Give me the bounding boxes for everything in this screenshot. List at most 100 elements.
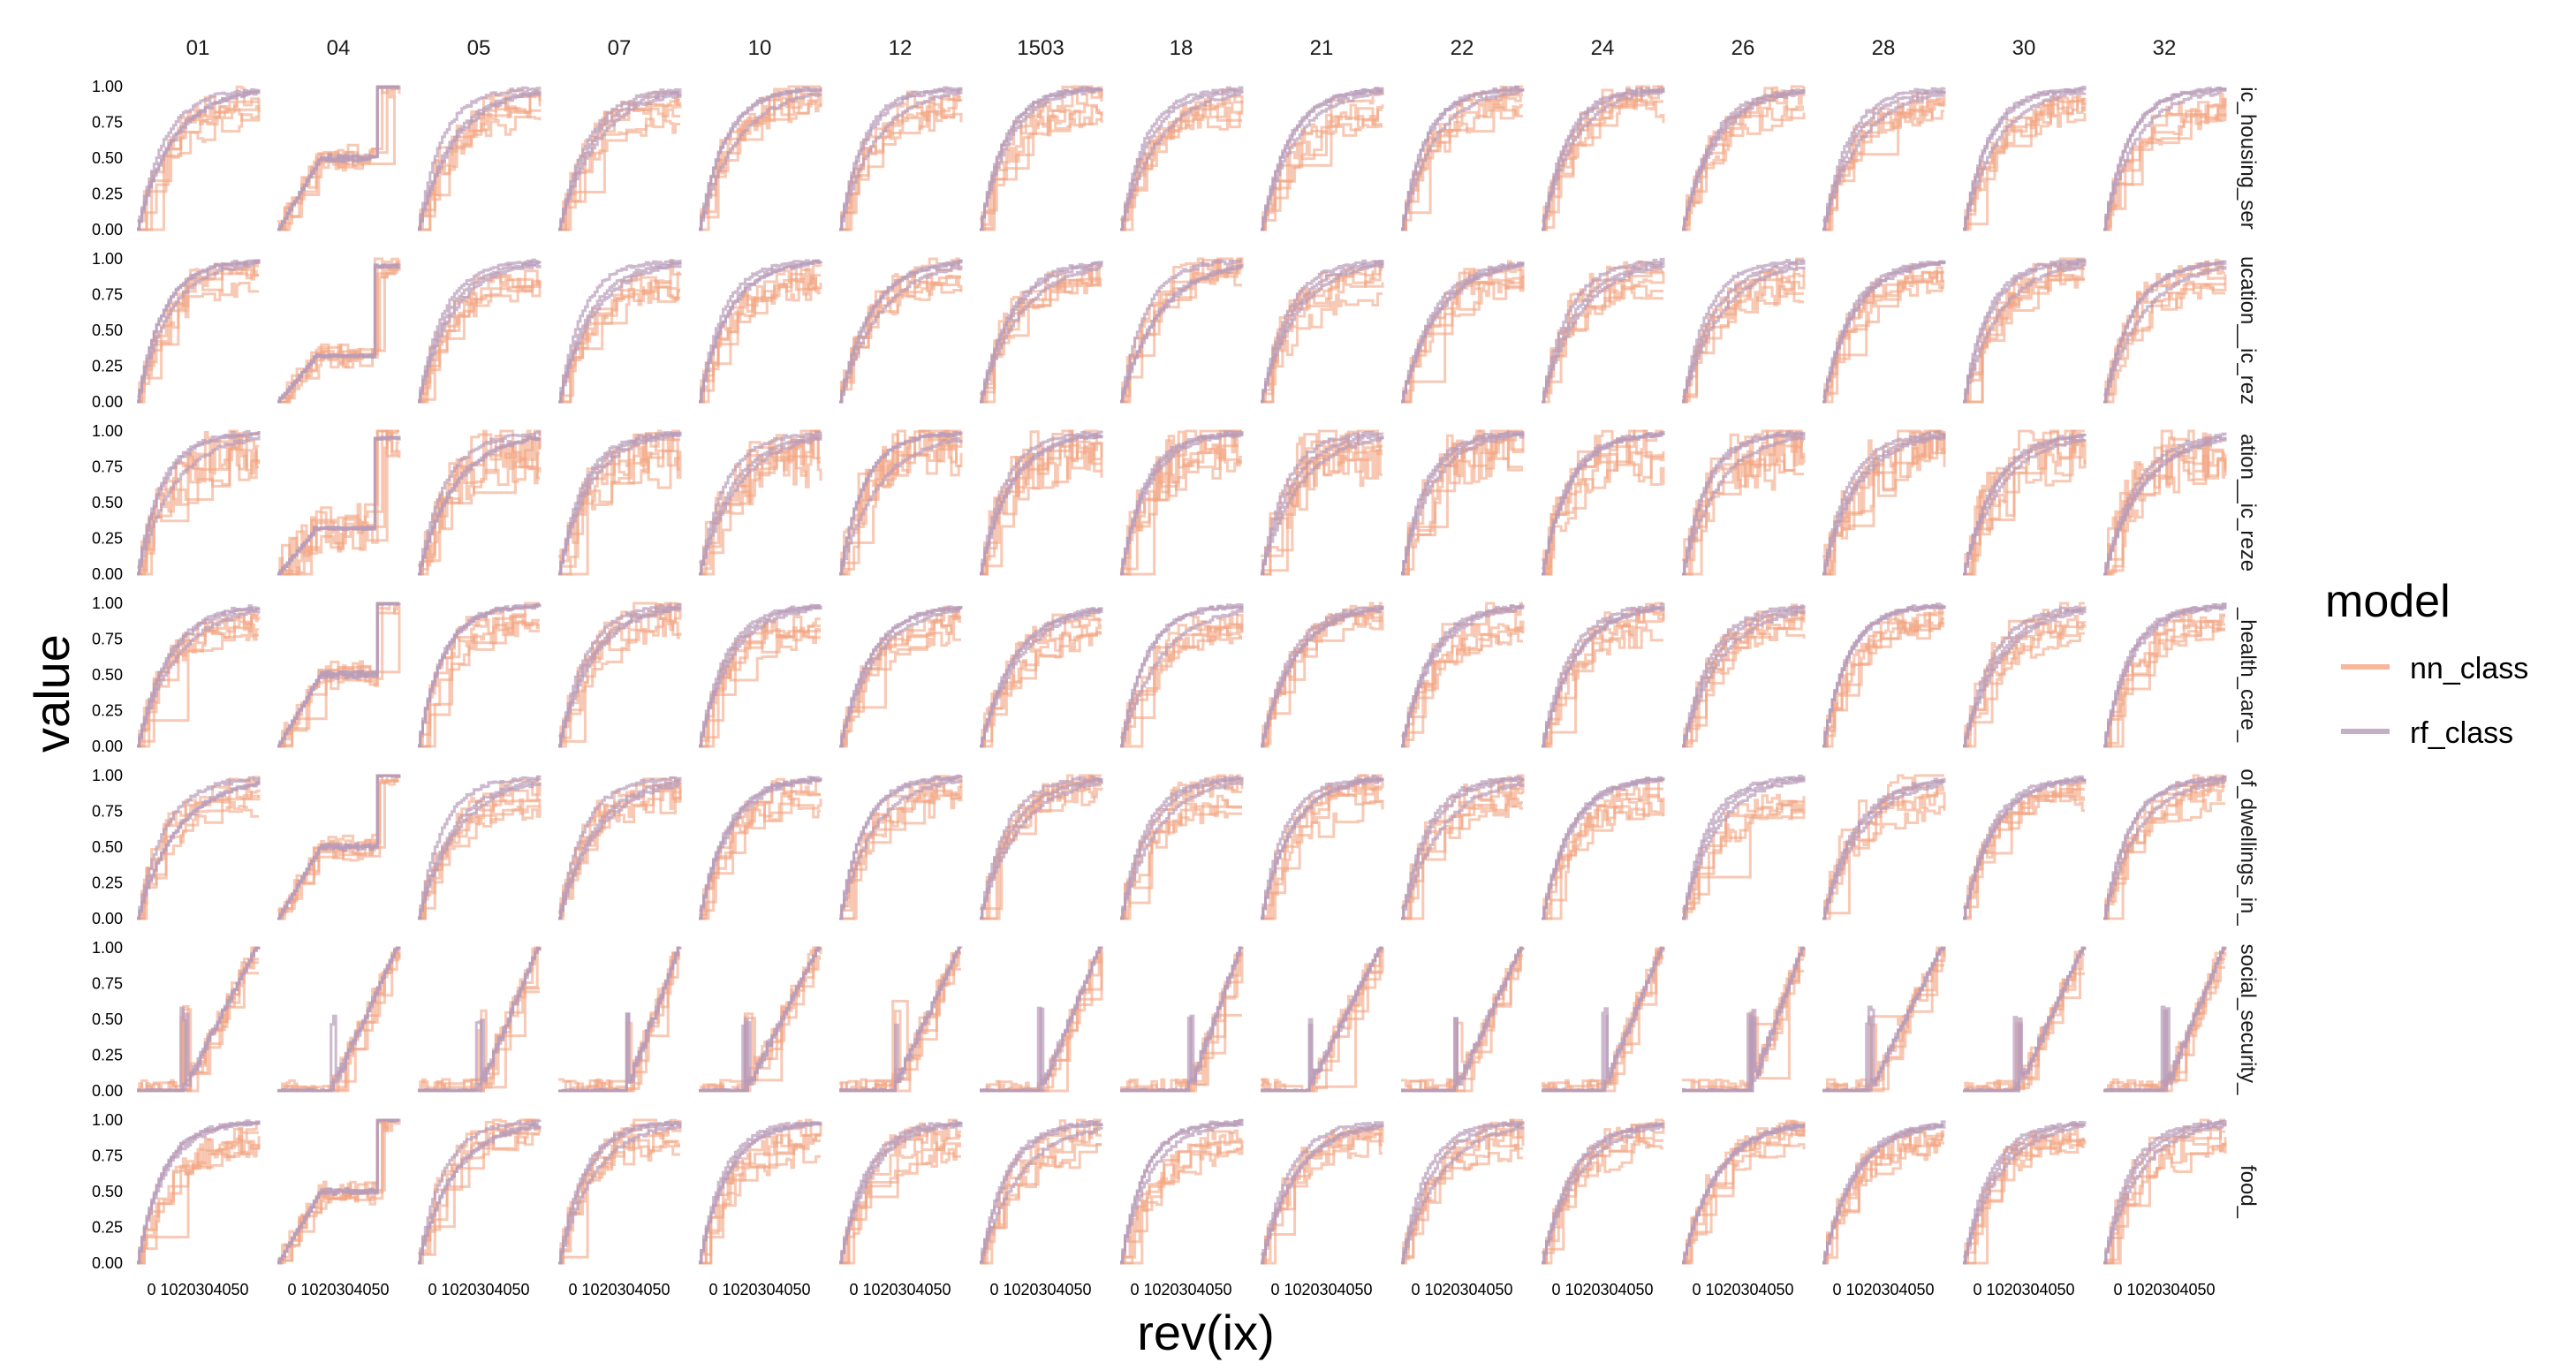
series-line-nn-class [839,1147,961,1265]
series-line-rf-class [1120,91,1244,231]
row-strip-label: ucation__ic_rez [2236,256,2260,405]
series-line-rf-class [418,90,542,230]
y-tick-label: 0.75 [92,286,123,304]
y-axes: 0.00 0.25 0.50 0.75 1.00 0.00 0.25 0.50 0.75 1.00… [92,78,123,1272]
series-line-nn-class [2103,258,2225,404]
facet-panel [1261,87,1384,231]
series-line-nn-class [137,261,259,404]
series-line-rf-class [1822,87,1946,231]
facet-panel [418,602,542,748]
facet-panel [980,607,1103,748]
facet-panel [2103,87,2227,231]
series-line-rf-class [839,779,963,920]
series-line-nn-class [1963,631,2085,748]
series-line-rf-class [1682,259,1806,404]
series-line-rf-class [1120,609,1244,747]
y-tick-label: 0.25 [92,185,123,203]
column-strip-label: 12 [889,36,913,60]
facet-panel [1401,602,1525,748]
series-line-rf-class [2103,778,2227,920]
row-strip-label: of_dwellings_in_ [2236,768,2260,926]
series-line-rf-class [418,263,542,404]
series-line-rf-class [418,603,542,747]
series-line-rf-class [1542,1122,1665,1264]
series-line-rf-class [980,777,1103,920]
series-line-nn-class [839,429,963,576]
series-line-nn-class [1963,972,2085,1093]
y-tick-label: 0.00 [92,1082,123,1100]
facet-panel [699,85,822,231]
series-line-rf-class [418,258,542,402]
series-line-rf-class [699,436,822,576]
series-line-nn-class [1963,97,2087,231]
series-line-nn-class [1963,429,2085,576]
facet-panel [839,1118,963,1265]
facet-panel [558,429,682,576]
series-line-nn-class [558,433,680,576]
y-tick-label: 0.25 [92,874,123,892]
series-line-rf-class [839,265,963,404]
series-line-nn-class [1542,85,1663,231]
facet-panel [839,774,963,920]
facet-panel [1261,774,1384,920]
facet-panel [1682,257,1806,404]
series-line-rf-class [1682,435,1806,576]
facet-panel [1963,257,2087,404]
series-line-rf-class [699,1122,822,1263]
series-line-nn-class [699,951,821,1093]
y-tick-label: 0.75 [92,458,123,476]
series-line-nn-class [1120,106,1242,231]
y-tick-label: 0.50 [92,149,123,167]
series-line-nn-class [2103,1142,2227,1265]
series-line-rf-class [2103,1124,2227,1264]
y-tick-label: 1.00 [92,594,123,612]
series-line-nn-class [1401,1118,1523,1265]
series-line-nn-class [558,1140,680,1265]
facet-panel [1261,1121,1384,1265]
series-line-nn-class [1120,794,1242,920]
facet-panel [1822,602,1946,748]
series-line-rf-class [2103,947,2227,1093]
series-line-rf-class [1542,602,1665,748]
series-line-nn-class [839,432,961,576]
series-line-rf-class [1261,1124,1384,1265]
row-strip-label: ic_housing_ser [2236,87,2260,229]
column-strip-label: 1503 [1017,36,1064,60]
series-line-rf-class [1682,777,1806,920]
series-line-rf-class [2103,260,2227,404]
column-strip-label: 05 [467,36,491,60]
y-axis-title: value [24,634,80,753]
series-line-rf-class [699,261,822,404]
facet-panel [980,85,1103,231]
facet-panel [2103,258,2227,404]
series-line-rf-class [1401,432,1525,574]
series-line-nn-class [1542,602,1665,748]
series-line-rf-class [1682,261,1806,402]
row-strip-labels: ic_housing_ser ucation__ic_rez ation__ic_r… [2236,87,2260,1218]
series-line-rf-class [1542,87,1665,231]
series-line-rf-class [418,261,542,403]
y-tick-label: 0.75 [92,1147,123,1165]
series-line-rf-class [558,1124,682,1265]
y-tick-label: 1.00 [92,1111,123,1129]
y-tick-label: 0.50 [92,494,123,511]
series-line-nn-class [699,267,821,404]
series-line-rf-class [558,88,682,231]
series-line-rf-class [1682,431,1806,576]
series-line-rf-class [1120,88,1244,231]
series-line-rf-class [1822,780,1944,920]
series-line-rf-class [1542,265,1665,404]
series-line-nn-class [1120,257,1244,404]
series-line-nn-class [137,1139,259,1265]
series-line-rf-class [1261,946,1383,1093]
series-line-rf-class [839,607,963,748]
series-line-nn-class [839,793,961,920]
series-line-rf-class [1120,433,1244,576]
x-tick-label: 0 1020304050 [568,1281,670,1298]
series-line-nn-class [558,617,682,743]
series-line-rf-class [1401,263,1525,404]
x-tick-label: 0 1020304050 [1411,1281,1512,1298]
facet-panel [1261,259,1384,404]
series-line-rf-class [277,263,401,403]
series-line-rf-class [1542,776,1665,920]
